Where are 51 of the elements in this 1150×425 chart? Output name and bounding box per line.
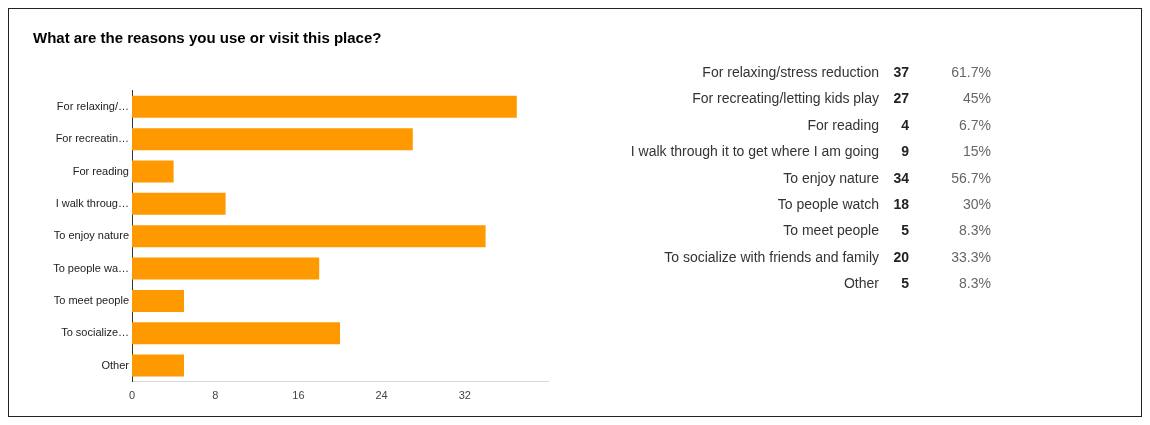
x-tick-label: 8 <box>212 389 219 402</box>
y-tick-label: To meet people <box>53 293 129 306</box>
text: 9 <box>900 142 909 162</box>
text: Other <box>843 274 879 294</box>
bar <box>132 95 517 118</box>
text: For relaxing/stress reduction <box>702 63 879 82</box>
bar <box>132 192 226 215</box>
text: To people watch <box>777 195 879 214</box>
y-tick-label: For relaxing/… <box>56 99 129 112</box>
text: 45% <box>961 89 991 109</box>
y-tick-label: Other <box>101 358 130 371</box>
text: 5 <box>900 221 909 241</box>
bar <box>132 257 320 280</box>
y-tick-label: I walk throug… <box>55 196 129 209</box>
y-tick-label: To people wa… <box>53 261 129 274</box>
y-tick-label: To socialize… <box>61 326 129 339</box>
text: To meet people <box>783 221 879 241</box>
y-tick-label: To enjoy nature <box>53 229 129 242</box>
text: 5 <box>900 274 909 294</box>
text: 30% <box>961 195 991 214</box>
x-tick-label: 0 <box>128 389 136 402</box>
text: 6.7% <box>958 115 991 135</box>
text: For reading <box>807 115 879 135</box>
x-tick-label: 24 <box>375 389 388 402</box>
x-tick-label: 16 <box>292 389 305 402</box>
bar <box>132 225 486 248</box>
bar <box>132 128 413 151</box>
bar <box>132 289 184 312</box>
text: 37 <box>892 63 909 82</box>
y-tick-label: For reading <box>72 164 129 177</box>
bar <box>132 322 340 345</box>
text: 8.3% <box>958 274 991 294</box>
text: To socialize with friends and family <box>664 247 879 267</box>
y-tick-label: For recreatin… <box>55 132 129 145</box>
text: To enjoy nature <box>783 168 879 188</box>
text: 33.3% <box>950 247 991 267</box>
text: For recreating/letting kids play <box>692 89 879 109</box>
text: 18 <box>892 195 909 214</box>
text: I walk through it to get where I am going <box>630 142 879 162</box>
x-tick-label: 32 <box>458 389 471 402</box>
text: 20 <box>892 247 909 267</box>
text: 15% <box>961 142 991 162</box>
text: 8.3% <box>958 221 991 241</box>
bar <box>132 160 174 183</box>
text: 27 <box>892 89 909 109</box>
text: 4 <box>900 115 909 135</box>
bar <box>132 354 184 377</box>
text: 61.7% <box>950 63 991 82</box>
text: 34 <box>892 168 909 188</box>
chart-title: What are the reasons you use or visit this place? <box>33 29 382 46</box>
text: 56.7% <box>950 168 991 188</box>
